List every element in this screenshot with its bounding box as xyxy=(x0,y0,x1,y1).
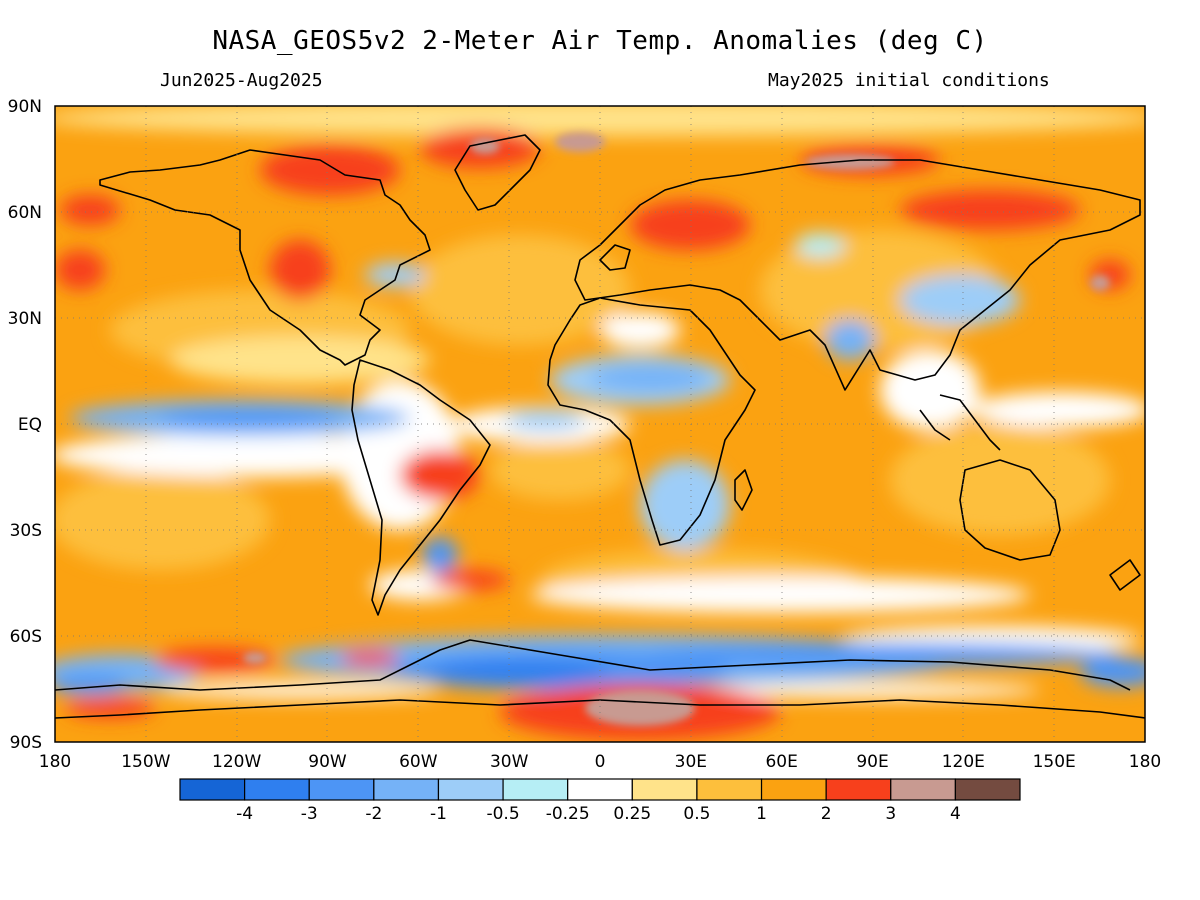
colorbar-swatch xyxy=(696,778,763,801)
colorbar-label: 0.25 xyxy=(613,804,651,824)
map-title: NASA_GEOS5v2 2-Meter Air Temp. Anomalies… xyxy=(212,26,988,56)
colorbar-swatch xyxy=(760,778,827,801)
colorbar-swatch xyxy=(373,778,440,801)
map-frame xyxy=(54,105,1146,743)
colorbar-swatch xyxy=(179,778,246,801)
longitude-label: 60E xyxy=(765,752,797,772)
colorbar-label: -4 xyxy=(236,804,253,824)
colorbar xyxy=(179,778,1021,801)
colorbar-label: 4 xyxy=(950,804,961,824)
graticule xyxy=(55,106,1145,742)
colorbar-label: -0.25 xyxy=(546,804,590,824)
longitude-label: 120E xyxy=(942,752,985,772)
longitude-label: 90E xyxy=(856,752,888,772)
initial-conditions-label: May2025 initial conditions xyxy=(768,70,1050,91)
longitude-label: 150E xyxy=(1033,752,1076,772)
longitude-label: 180 xyxy=(39,752,71,772)
longitude-label: 30W xyxy=(490,752,529,772)
latitude-label: 60S xyxy=(10,627,42,647)
longitude-label: 30E xyxy=(675,752,707,772)
latitude-label: 60N xyxy=(8,203,42,223)
longitude-label: 60W xyxy=(399,752,438,772)
colorbar-swatch xyxy=(631,778,698,801)
forecast-period: Jun2025-Aug2025 xyxy=(160,70,323,91)
colorbar-labels: -4 -3 -2 -1 -0.5 -0.25 0.25 0.5 1 2 3 4 xyxy=(236,804,961,824)
colorbar-label: -2 xyxy=(365,804,382,824)
longitude-label: 0 xyxy=(595,752,606,772)
colorbar-swatch xyxy=(825,778,892,801)
latitude-labels: 90N 60N 30N EQ 30S 60S 90S xyxy=(8,97,42,753)
colorbar-label: 3 xyxy=(885,804,896,824)
latitude-label: 30N xyxy=(8,309,42,329)
longitude-label: 180 xyxy=(1129,752,1161,772)
anomaly-field xyxy=(55,106,1145,742)
colorbar-swatch xyxy=(890,778,956,801)
longitude-label: 150W xyxy=(121,752,170,772)
latitude-label: 90S xyxy=(10,733,42,753)
longitude-labels: 180 150W 120W 90W 60W 30W 0 30E 60E 90E 120E 150E 18… xyxy=(39,752,1161,772)
colorbar-label: 2 xyxy=(821,804,832,824)
latitude-label: EQ xyxy=(18,415,42,435)
longitude-label: 120W xyxy=(212,752,261,772)
latitude-label: 90N xyxy=(8,97,42,117)
colorbar-swatch xyxy=(244,778,310,801)
colorbar-swatch xyxy=(437,778,504,801)
colorbar-label: 0.5 xyxy=(683,804,710,824)
colorbar-swatch xyxy=(502,778,569,801)
colorbar-label: -0.5 xyxy=(486,804,519,824)
colorbar-label: -3 xyxy=(301,804,318,824)
colorbar-label: 1 xyxy=(756,804,767,824)
longitude-label: 90W xyxy=(308,752,347,772)
latitude-label: 30S xyxy=(10,521,42,541)
colorbar-swatch xyxy=(308,778,375,801)
colorbar-swatch xyxy=(954,778,1021,801)
colorbar-swatch xyxy=(567,778,633,801)
colorbar-label: -1 xyxy=(430,804,447,824)
